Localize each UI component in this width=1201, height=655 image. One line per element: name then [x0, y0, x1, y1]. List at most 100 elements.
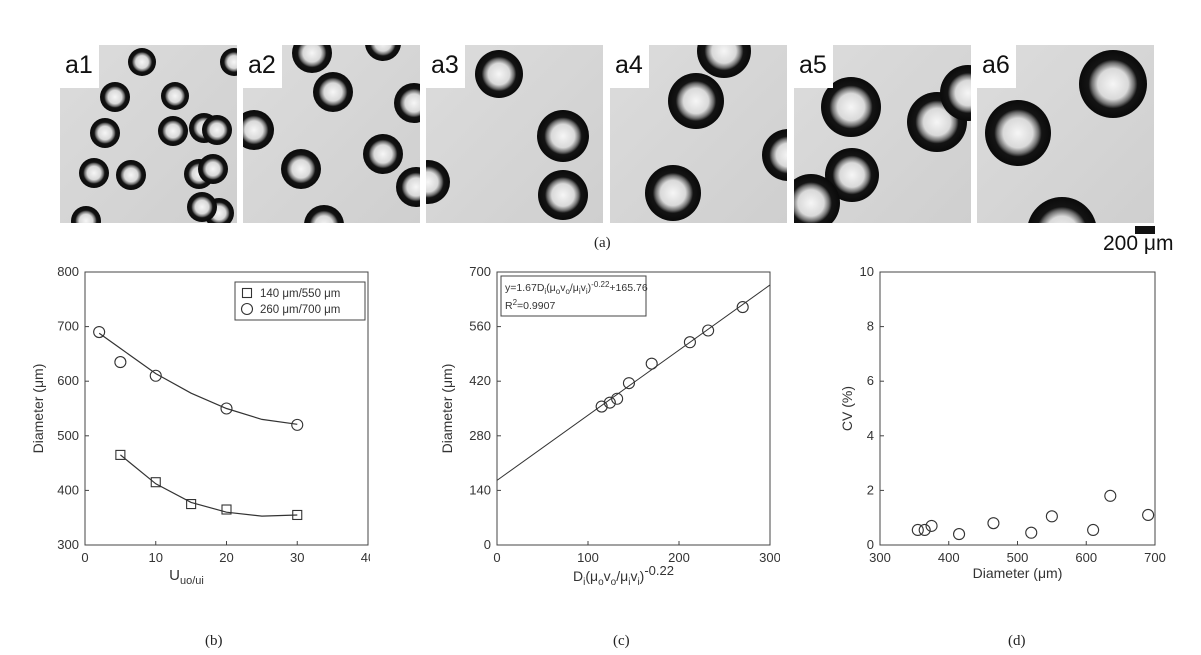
chart-b-point-square: [292, 509, 303, 521]
chart-b-point-square: [115, 449, 126, 460]
chart-c-x-tick-label: 100: [577, 550, 599, 565]
microcapsule: [762, 129, 787, 181]
micrograph-a3: a3: [426, 45, 603, 223]
chart-b-y-tick-label: 700: [57, 319, 79, 334]
chart-d-x-axis-label: Diameter (μm): [973, 565, 1063, 581]
microcapsule: [187, 192, 217, 222]
chart-b-fit-line-2: [98, 332, 298, 425]
chart-c-eq-sup: -0.22: [591, 280, 610, 289]
microcapsule: [1028, 197, 1096, 223]
microcapsule: [79, 158, 109, 188]
microcapsule: [198, 154, 228, 184]
chart-c-plot-frame: [496, 271, 771, 546]
chart-c-point: [702, 324, 715, 337]
chart-b-x-tick-label: 0: [81, 550, 88, 565]
chart-c-eq-sub: o: [565, 287, 570, 296]
chart-d-x-tick-label: 400: [938, 550, 960, 565]
chart-c-x-axis-label-part: o: [598, 577, 604, 585]
chart-c-point: [683, 336, 696, 349]
chart-c-r-part: =0.9907: [517, 300, 555, 312]
chart-b-y-tick-label: 300: [57, 537, 79, 552]
micrograph-a2: a2: [243, 45, 420, 223]
chart-b-x-axis-label: Uuo/ui: [169, 567, 204, 585]
microcapsule: [71, 206, 101, 223]
micrograph-a1-image: [60, 45, 237, 223]
microcapsule: [220, 48, 237, 76]
microcapsule: [116, 160, 146, 190]
microcapsule: [365, 45, 401, 61]
panel-label-a6: a6: [977, 45, 1016, 88]
chart-b-point-circle: [149, 369, 162, 382]
microcapsule: [161, 82, 189, 110]
chart-b-x-tick-label: 10: [149, 550, 163, 565]
chart-d-point: [1142, 508, 1155, 522]
chart-c-eq-sub: i: [586, 287, 588, 296]
chart-d-point: [1104, 489, 1117, 502]
chart-c-eq-part: y=1.67D: [505, 282, 545, 294]
chart-c-eq-part: v: [560, 282, 566, 294]
chart-c-x-tick-label: 200: [668, 550, 690, 565]
chart-b-point-circle: [291, 418, 304, 431]
panel-label-a2: a2: [243, 45, 282, 88]
microcapsule: [825, 148, 879, 202]
chart-d-y-tick-label: 2: [867, 482, 874, 497]
chart-c-x-axis-label-part: i: [628, 577, 630, 585]
microcapsule: [426, 160, 450, 204]
chart-c-y-tick-label: 0: [484, 537, 491, 552]
chart-c-point: [603, 396, 616, 409]
chart-c-x-axis-label-part: ): [640, 568, 645, 584]
chart-c-x-tick-label: 300: [759, 550, 780, 565]
microcapsule: [90, 118, 120, 148]
chart-c-eq-sub: i: [544, 287, 546, 296]
chart-c-x-axis-label-part: D: [573, 568, 583, 584]
microcapsule: [394, 83, 420, 123]
chart-c-y-tick-label: 140: [469, 482, 491, 497]
panel-label-a5: a5: [794, 45, 833, 88]
chart-c-point: [645, 357, 658, 370]
scale-bar-label: 200 μm: [1103, 232, 1174, 255]
microcapsule: [304, 205, 344, 223]
chart-c-eq-part: v: [581, 282, 587, 294]
chart-d-y-tick-label: 10: [860, 264, 874, 279]
caption-b: (b): [205, 633, 223, 649]
chart-d-point: [918, 523, 931, 537]
chart-b-point-circle: [220, 402, 233, 415]
chart-b-x-tick-label: 20: [219, 550, 233, 565]
chart-b-legend: [234, 281, 366, 321]
chart-d-y-tick-label: 0: [867, 537, 874, 552]
microcapsule: [794, 174, 840, 223]
chart-b-legend-entry-2: 260 μm/700 μm: [260, 304, 340, 316]
chart-c-x-axis-label-part: -0.22: [644, 563, 674, 578]
microcapsule: [100, 82, 130, 112]
chart-d-point: [1025, 526, 1038, 539]
chart-b-y-tick-label: 400: [57, 482, 79, 497]
microcapsule: [668, 73, 724, 129]
chart-c-equation: y=1.67Di(μovo/μivi)-0.22+165.76: [505, 280, 648, 296]
chart-d-point: [987, 517, 1000, 530]
chart-d: 300 400 500 600 700 0 2 4 6 8 10 Diameter (μm) CV (%…: [839, 264, 1166, 581]
chart-b: 0 10 20 30 40 300 400 500 600 700 800 140 μm/550 μm…: [30, 264, 370, 585]
microcapsule: [940, 65, 971, 121]
chart-c-y-tick-label: 700: [469, 264, 491, 279]
microcapsule: [821, 77, 881, 137]
chart-d-y-axis-label: CV (%): [839, 386, 855, 431]
chart-b-x-tick-label: 40: [361, 550, 370, 565]
chart-d-x-tick-label: 700: [1144, 550, 1166, 565]
microcapsule: [363, 134, 403, 174]
microcapsule: [475, 50, 523, 98]
chart-c-x-axis-label-part: (μ: [585, 568, 598, 584]
chart-c: 0 100 200 3000140280420560700y=1.67Di(μovo/…: [439, 264, 780, 585]
chart-d-plot-frame: [879, 271, 1156, 546]
chart-d-y-tick-label: 8: [867, 319, 874, 334]
caption-c: (c): [613, 633, 630, 649]
chart-b-point-square: [186, 499, 197, 510]
chart-c-point: [611, 392, 624, 405]
microcapsule: [243, 110, 274, 150]
chart-d-point: [1045, 510, 1058, 523]
chart-b-legend-circle-marker: [240, 302, 254, 316]
microcapsule: [645, 165, 701, 221]
micrograph-a6: a6: [977, 45, 1154, 223]
panel-label-a4: a4: [610, 45, 649, 88]
micrograph-a4: a4: [610, 45, 787, 223]
chart-d-x-tick-label: 500: [1007, 550, 1029, 565]
